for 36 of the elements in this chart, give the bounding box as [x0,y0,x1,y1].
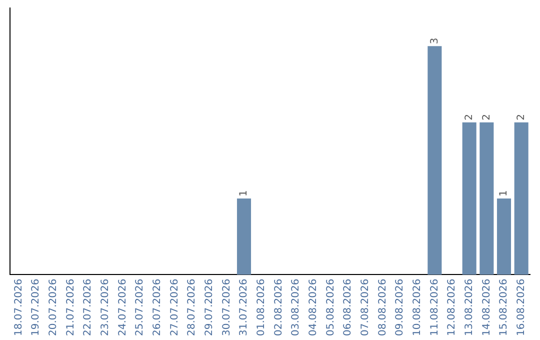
x-tick-label: 29.07.2026 [204,278,215,336]
x-tick-label: 28.07.2026 [186,278,198,336]
x-tick-label: 08.08.2026 [377,278,388,336]
x-tick-label: 07.08.2026 [360,278,371,336]
x-tick-label: 16.08.2026 [516,278,527,336]
x-tick-label: 31.07.2026 [238,278,250,336]
x-tick-label: 13.08.2026 [464,278,475,336]
data-label: 1 [498,190,510,197]
x-tick-label: 25.07.2026 [134,278,146,336]
x-tick-label: 27.07.2026 [169,278,180,336]
x-tick-label: 21.07.2026 [65,278,76,336]
x-tick-label: 20.07.2026 [48,278,59,336]
data-label: 2 [481,114,492,120]
x-tick-label: 26.07.2026 [152,278,163,336]
x-tick-label: 22.07.2026 [82,278,94,336]
x-tick-label: 11.08.2026 [429,278,440,336]
x-tick-label: 02.08.2026 [273,278,284,336]
x-tick-label: 10.08.2026 [412,278,423,336]
x-tick-label: 24.07.2026 [117,278,128,336]
x-tick-label: 30.07.2026 [221,278,232,336]
data-label: 3 [429,38,440,44]
x-tick-label: 01.08.2026 [256,278,267,336]
x-tick-label: 03.08.2026 [290,278,302,336]
x-tick-label: 04.08.2026 [308,278,319,336]
x-tick-label: 18.07.2026 [13,278,24,336]
x-tick-label: 14.08.2026 [481,278,492,336]
x-tick-label: 12.08.2026 [446,278,458,336]
data-label: 2 [516,114,527,120]
data-label: 2 [464,114,475,120]
x-tick-label: 09.08.2026 [394,278,406,336]
x-tick-label: 06.08.2026 [342,278,354,336]
x-tick-label: 15.08.2026 [498,278,510,336]
data-label: 1 [238,190,250,197]
x-tick-label: 19.07.2026 [30,278,42,336]
x-tick-label: 23.07.2026 [100,278,111,336]
x-tick-label: 05.08.2026 [325,278,336,336]
